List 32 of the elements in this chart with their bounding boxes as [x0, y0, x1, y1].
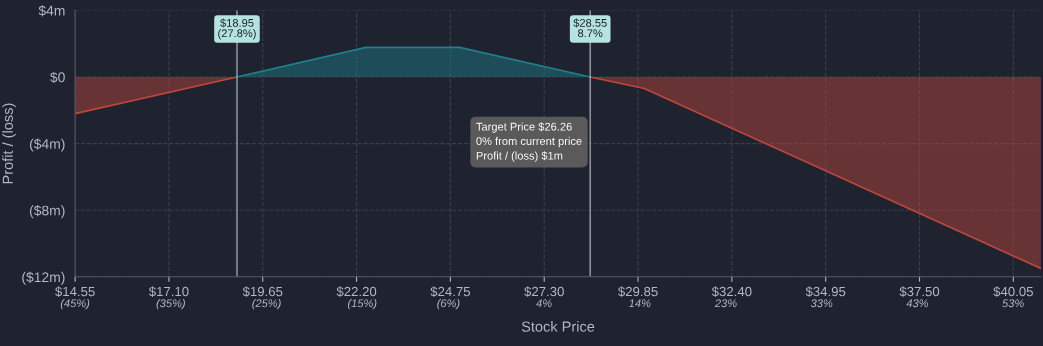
x-tick-label: $40.05 [993, 286, 1033, 297]
y-tick-label: $4m [38, 5, 65, 17]
y-tick-label: ($4m) [29, 138, 65, 152]
x2-tick-label: (25%) [252, 299, 281, 310]
x2-tick-label: (35%) [156, 299, 185, 310]
x2-tick-label: 4% [536, 299, 552, 308]
x-tick-label: $22.20 [336, 286, 377, 297]
ref-line-label: $18.95 (27.8%) [218, 18, 256, 40]
x-tick-label: $37.50 [899, 286, 940, 297]
x2-tick-label: 53% [1002, 299, 1024, 308]
y-tick-label: $0 [50, 71, 65, 83]
annotation: Target Price $26.26 0% from current price Profit / (loss) $1m [476, 122, 582, 162]
x-tick-label: $14.55 [55, 286, 95, 297]
x-tick-label: $27.30 [524, 286, 564, 297]
x-tick-label: $34.95 [805, 286, 846, 297]
x2-tick-label: 43% [906, 299, 929, 308]
x2-tick-label: (15%) [347, 299, 377, 310]
x2-tick-label: (45%) [60, 299, 90, 310]
y-tick-label: ($12m) [22, 271, 65, 285]
x2-tick-label: (6%) [437, 299, 460, 310]
x-tick-label: $17.10 [148, 286, 189, 297]
x-axis-title: Stock Price [521, 321, 595, 332]
x2-tick-label: 33% [810, 299, 833, 308]
x-tick-label: $24.75 [430, 286, 471, 297]
x-tick-label: $19.65 [242, 286, 283, 297]
x2-tick-label: 23% [714, 299, 737, 308]
y-tick-label: ($8m) [29, 205, 65, 219]
y-axis-title: Profit / (loss) [2, 103, 16, 184]
ref-line-label: $28.55 8.7% [573, 18, 607, 38]
x2-tick-label: 14% [629, 299, 651, 308]
x-tick-label: $32.40 [711, 286, 752, 297]
x-tick-label: $29.85 [618, 286, 658, 297]
